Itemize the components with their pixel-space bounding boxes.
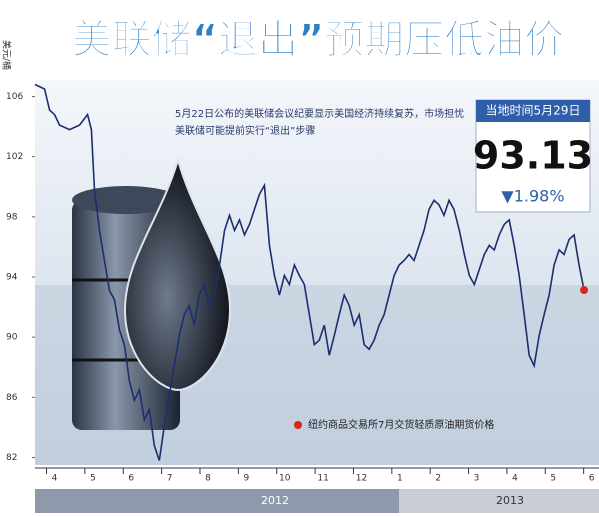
x-tick-label: 3	[474, 474, 480, 484]
y-tick-label: 98	[6, 212, 18, 222]
x-tick-label: 1	[397, 474, 403, 484]
year-band	[399, 489, 599, 513]
x-tick-label: 5	[550, 474, 556, 484]
y-axis-label: 美元/桶	[1, 40, 13, 70]
x-tick-label: 9	[243, 474, 249, 484]
year-label: 2012	[261, 494, 289, 507]
callout-header	[476, 100, 590, 122]
x-tick-label: 6	[128, 474, 134, 484]
callout-change: ▼1.98%	[501, 187, 564, 206]
x-tick-label: 7	[167, 474, 173, 484]
y-tick-label: 106	[6, 92, 23, 102]
y-tick-label: 102	[6, 152, 23, 162]
x-tick-label: 4	[52, 474, 58, 484]
annotation-box: 5月22日公布的美联储会议纪要显示美国经济持续复苏，市场担忧美联储可能提前实行“…	[175, 109, 465, 137]
year-label: 2013	[496, 494, 524, 507]
y-tick-label: 82	[6, 453, 17, 463]
end-marker	[580, 286, 589, 295]
y-tick-label: 94	[6, 273, 18, 283]
x-tick-label: 11	[317, 474, 328, 484]
chart-title: 美联储“退出”预期压低油价	[72, 17, 565, 63]
x-tick-label: 6	[589, 474, 595, 484]
x-tick-label: 10	[279, 474, 291, 484]
x-tick-label: 12	[356, 474, 367, 484]
annotation: 5月22日公布的美联储会议纪要显示美国经济持续复苏，市场担忧美联储可能提前实行“…	[175, 109, 465, 137]
x-tick-label: 8	[205, 474, 211, 484]
callout-date: 当地时间5月29日	[486, 104, 581, 118]
legend-marker	[294, 421, 302, 429]
y-tick-label: 86	[6, 393, 18, 403]
year-band	[35, 489, 399, 513]
x-tick-label: 2	[435, 474, 441, 484]
legend-label: 纽约商品交易所7月交货轻质原油期货价格	[308, 418, 494, 431]
callout-value: 93.13	[473, 134, 593, 178]
price-line	[34, 83, 585, 461]
x-tick-label: 5	[90, 474, 96, 484]
y-tick-label: 90	[6, 333, 18, 343]
x-axis-band	[35, 465, 599, 489]
x-tick-label: 4	[512, 474, 518, 484]
